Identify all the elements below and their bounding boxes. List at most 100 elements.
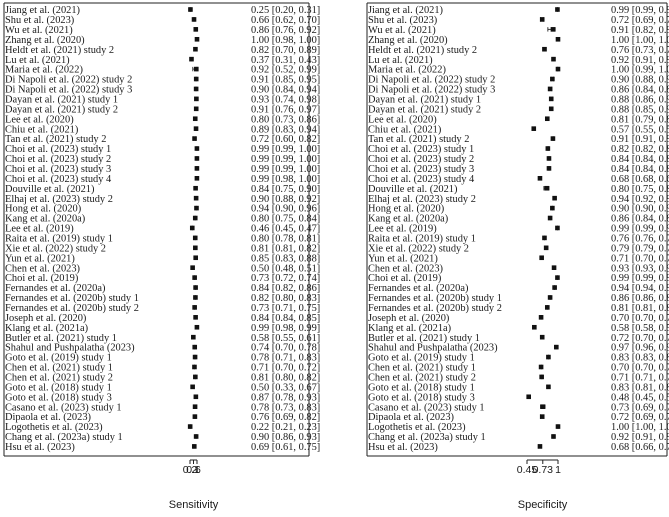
study-row: Chang et al. (2023a) study 1 0.90 [0.86, …: [5, 432, 320, 443]
point-estimate: [192, 116, 198, 122]
point-estimate: [194, 156, 200, 161]
study-estimate-text: 0.90 [0.90, 0.90]: [611, 204, 669, 215]
study-estimate-text: 0.94 [0.94, 0.94]: [611, 283, 669, 294]
study-label: Tan et al. (2021) study 2: [368, 134, 469, 145]
study-row: Shahul and Pushpalatha (2023) 0.97 [0.96,…: [368, 343, 669, 354]
point-estimate: [192, 354, 198, 360]
study-label: Choi et al. (2019): [368, 273, 441, 284]
study-estimate-text: 0.84 [0.84, 0.84]: [611, 164, 669, 175]
study-row: Fernandes et al. (2020b) study 1 0.82 [0.…: [5, 293, 320, 304]
study-estimate-text: 0.81 [0.81, 0.81]: [611, 303, 669, 314]
study-row: Jiang et al. (2021) 0.99 [0.99, 0.99]: [368, 5, 669, 16]
point-estimate: [540, 404, 546, 409]
study-label: Lu et al. (2021): [368, 55, 433, 66]
study-estimate-text: 0.81 [0.81, 0.82]: [251, 243, 320, 254]
study-estimate-text: 0.99 [0.99, 0.99]: [611, 224, 669, 235]
study-row: Dayan et al. (2021) study 1 0.93 [0.74, 0…: [5, 94, 320, 105]
x-tick-label: 1: [194, 464, 200, 476]
study-label: Jiang et al. (2021): [5, 5, 80, 16]
point-estimate: [539, 17, 545, 22]
point-estimate: [545, 146, 551, 151]
study-row: Lu et al. (2021) 0.92 [0.91, 0.93]: [368, 55, 669, 66]
study-estimate-text: 0.80 [0.75, 0.84]: [251, 214, 320, 225]
point-estimate: [555, 66, 561, 72]
point-estimate: [192, 235, 198, 241]
study-row: Wu et al. (2021) 0.86 [0.76, 0.92]: [5, 25, 320, 36]
study-estimate-text: 0.99 [0.99, 1.00]: [251, 154, 320, 165]
study-estimate-text: 0.68 [0.66, 0.70]: [611, 442, 669, 453]
study-row: Dipaola et al. (2023) 0.72 [0.69, 0.75]: [368, 412, 669, 423]
study-estimate-text: 0.97 [0.96, 0.98]: [611, 343, 669, 354]
study-estimate-text: 0.76 [0.76, 0.76]: [611, 233, 669, 244]
study-estimate-text: 0.76 [0.73, 0.79]: [611, 45, 669, 56]
point-estimate: [189, 56, 194, 62]
study-estimate-text: 0.73 [0.71, 0.75]: [251, 303, 320, 314]
study-label: Goto et al. (2018) study 1: [368, 382, 475, 393]
study-estimate-text: 0.70 [0.70, 0.71]: [611, 363, 669, 374]
point-estimate: [193, 126, 199, 131]
point-estimate: [192, 275, 197, 280]
study-row: Choi et al. (2023) study 1 0.82 [0.82, 0.…: [368, 144, 669, 155]
study-label: Maria et al. (2022): [5, 65, 83, 76]
point-estimate: [194, 324, 200, 330]
point-estimate: [542, 46, 547, 52]
study-label: Joseph et al. (2020): [368, 313, 449, 324]
study-row: Raita et al. (2019) study 1 0.76 [0.76, 0…: [368, 233, 669, 244]
study-label: Elhaj et al. (2023) study 2: [368, 194, 476, 205]
study-row: Kang et al. (2020a) 0.80 [0.75, 0.84]: [5, 214, 320, 225]
study-row: Goto et al. (2019) study 1 0.83 [0.83, 0.…: [368, 353, 669, 364]
study-estimate-text: 0.72 [0.70, 0.74]: [611, 333, 669, 344]
study-estimate-text: 0.91 [0.85, 0.95]: [251, 75, 320, 86]
study-estimate-text: 0.76 [0.69, 0.82]: [251, 412, 320, 423]
study-row: Douville et al. (2021) 0.84 [0.75, 0.90]: [5, 184, 320, 195]
point-estimate: [537, 176, 543, 181]
study-label: Xie et al. (2022) study 2: [5, 243, 106, 254]
study-estimate-text: 0.58 [0.58, 0.58]: [611, 323, 669, 334]
study-row: Zhang et al. (2020) 1.00 [0.98, 1.00]: [5, 35, 320, 46]
study-estimate-text: 0.90 [0.84, 0.94]: [251, 85, 320, 96]
study-label: Chen et al. (2023): [368, 263, 443, 274]
point-estimate: [193, 315, 198, 320]
point-estimate: [546, 384, 551, 390]
study-label: Lee et al. (2020): [368, 114, 437, 125]
point-estimate: [552, 195, 557, 201]
study-estimate-text: 0.85 [0.83, 0.88]: [251, 253, 320, 264]
point-estimate: [542, 235, 547, 241]
study-row: Chiu et al. (2021) 0.89 [0.83, 0.94]: [5, 124, 320, 135]
point-estimate: [193, 285, 198, 290]
study-label: Di Napoli et al. (2022) study 3: [5, 85, 132, 96]
study-row: Wu et al. (2021) 0.91 [0.82, 0.95]: [368, 25, 669, 36]
x-axis-title: Specificity: [518, 499, 568, 511]
study-label: Klang et al. (2021a): [5, 323, 88, 334]
study-row: Choi et al. (2023) study 3 0.84 [0.84, 0.…: [368, 164, 669, 175]
study-row: Choi et al. (2023) study 2 0.99 [0.99, 1.…: [5, 154, 320, 165]
study-estimate-text: 0.93 [0.74, 0.98]: [251, 94, 320, 105]
study-estimate-text: 0.73 [0.69, 0.77]: [611, 402, 669, 413]
point-estimate: [194, 166, 200, 171]
study-row: Di Napoli et al. (2022) study 2 0.91 [0.8…: [5, 75, 320, 86]
point-estimate: [537, 444, 543, 449]
point-estimate: [191, 17, 197, 22]
study-row: Goto et al. (2018) study 3 0.87 [0.78, 0.…: [5, 392, 320, 403]
study-label: Lu et al. (2021): [5, 55, 70, 66]
point-estimate: [551, 265, 557, 270]
study-estimate-text: 0.99 [0.98, 0.99]: [251, 323, 320, 334]
point-estimate: [543, 245, 549, 251]
study-row: Maria et al. (2022) 1.00 [0.99, 1.00]: [368, 65, 669, 76]
point-estimate: [544, 116, 550, 122]
study-row: Lu et al. (2021) 0.37 [0.31, 0.43]: [5, 55, 320, 66]
study-label: Choi et al. (2023) study 3: [5, 164, 111, 175]
study-estimate-text: 0.91 [0.91, 0.92]: [611, 134, 669, 145]
study-label: Fernandes et al. (2020b) study 1: [5, 293, 139, 304]
study-row: Lee et al. (2020) 0.80 [0.73, 0.86]: [5, 114, 320, 125]
study-label: Shahul and Pushpalatha (2023): [368, 343, 498, 354]
study-label: Casano et al. (2023) study 1: [5, 402, 122, 413]
study-label: Fernandes et al. (2020b) study 2: [368, 303, 502, 314]
point-estimate: [192, 414, 198, 419]
study-estimate-text: 0.90 [0.88, 0.92]: [251, 194, 320, 205]
study-row: Elhaj et al. (2023) study 2 0.90 [0.88, 0…: [5, 194, 320, 205]
study-label: Dayan et al. (2021) study 1: [368, 94, 481, 105]
point-estimate: [192, 404, 198, 409]
point-estimate: [193, 185, 198, 191]
study-label: Hsu et al. (2023): [368, 442, 438, 453]
